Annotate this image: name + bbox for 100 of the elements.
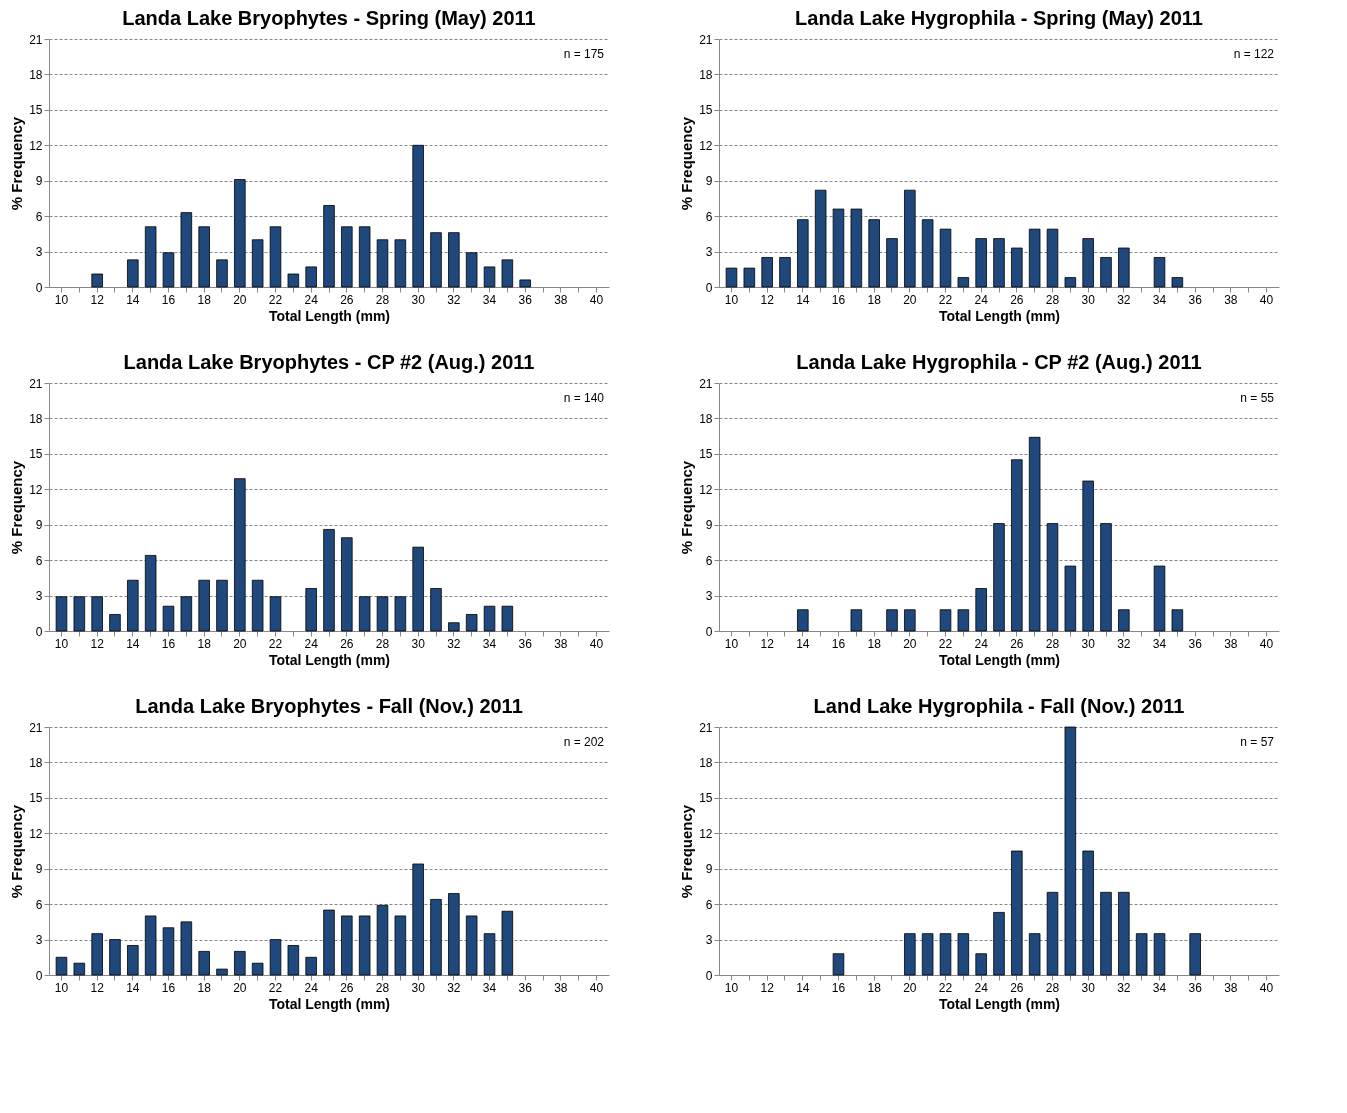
x-tick-label: 12 xyxy=(760,980,775,995)
y-tick-label: 3 xyxy=(35,245,43,260)
annotation: n = 122 xyxy=(1233,47,1275,61)
chart-title: Landa Lake Hygrophila - Spring (May) 2011 xyxy=(795,7,1203,29)
bar xyxy=(904,933,916,976)
x-tick-label: 28 xyxy=(1045,292,1060,307)
bar xyxy=(1118,247,1130,288)
y-tick-label: 18 xyxy=(29,67,43,82)
bar xyxy=(1046,228,1059,288)
bar xyxy=(287,945,300,976)
x-tick-label: 40 xyxy=(1259,980,1274,995)
y-tick-label: 0 xyxy=(705,968,713,983)
bar xyxy=(269,939,282,976)
x-tick-label: 32 xyxy=(447,292,461,307)
bar xyxy=(1028,228,1041,288)
bar xyxy=(1171,277,1184,288)
x-tick-label: 20 xyxy=(233,980,247,995)
x-axis-title: Total Length (mm) xyxy=(268,651,391,668)
x-tick-label: 38 xyxy=(554,636,568,651)
bar xyxy=(501,605,514,632)
y-tick-label: 6 xyxy=(35,209,43,224)
x-tick-label: 30 xyxy=(1081,292,1096,307)
bar xyxy=(868,219,880,288)
annotation: n = 57 xyxy=(1240,735,1275,749)
bar xyxy=(91,933,103,976)
bar xyxy=(761,257,773,288)
x-tick-label: 26 xyxy=(1010,980,1024,995)
x-tick-label: 34 xyxy=(482,980,497,995)
x-tick-label: 40 xyxy=(589,980,604,995)
y-tick-label: 3 xyxy=(35,933,43,948)
annotation: n = 55 xyxy=(1240,391,1275,405)
bar xyxy=(234,478,246,632)
bar xyxy=(73,596,86,632)
bar xyxy=(109,614,121,632)
annotation: n = 175 xyxy=(563,47,605,61)
y-tick-label: 0 xyxy=(35,968,43,983)
x-tick-label: 38 xyxy=(1224,980,1238,995)
x-tick-label: 14 xyxy=(126,636,140,651)
x-tick-label: 20 xyxy=(903,636,917,651)
bar xyxy=(287,273,300,288)
bar xyxy=(993,912,1005,976)
bar xyxy=(1028,436,1041,632)
bar xyxy=(886,238,898,288)
x-tick-label: 28 xyxy=(375,292,390,307)
bar xyxy=(1135,933,1148,976)
x-tick-label: 26 xyxy=(340,980,354,995)
bar xyxy=(1082,480,1094,632)
bar xyxy=(814,189,827,288)
y-tick-label: 12 xyxy=(29,826,43,841)
bar xyxy=(216,968,228,976)
x-tick-label: 30 xyxy=(1081,636,1096,651)
bar xyxy=(1028,933,1041,976)
y-tick-label: 21 xyxy=(699,720,713,735)
y-tick-label: 18 xyxy=(699,755,713,770)
x-tick-label: 30 xyxy=(411,292,426,307)
x-tick-label: 34 xyxy=(482,292,497,307)
x-tick-label: 40 xyxy=(1259,636,1274,651)
x-tick-label: 14 xyxy=(796,980,810,995)
bar xyxy=(234,179,246,288)
bar xyxy=(251,579,264,632)
y-tick-label: 15 xyxy=(699,103,713,118)
x-tick-label: 34 xyxy=(1152,292,1167,307)
x-tick-label: 18 xyxy=(197,636,212,651)
bar xyxy=(394,596,407,632)
bar xyxy=(55,956,68,976)
bar xyxy=(743,267,756,288)
bar xyxy=(376,596,389,632)
bar xyxy=(323,909,335,976)
y-tick-label: 15 xyxy=(699,447,713,462)
x-tick-label: 26 xyxy=(340,292,354,307)
bar xyxy=(144,555,157,632)
bar xyxy=(269,596,282,632)
x-tick-label: 18 xyxy=(867,980,882,995)
y-axis-title: % Frequency xyxy=(8,116,26,211)
x-tick-label: 24 xyxy=(304,980,319,995)
bar xyxy=(1153,933,1166,976)
y-axis-title: % Frequency xyxy=(8,460,26,555)
bar xyxy=(341,915,353,976)
bar xyxy=(1118,891,1130,976)
x-tick-label: 28 xyxy=(375,980,390,995)
bar xyxy=(430,232,442,288)
y-tick-label: 12 xyxy=(699,482,713,497)
x-tick-label: 22 xyxy=(938,636,953,651)
x-tick-label: 36 xyxy=(1188,636,1203,651)
bar xyxy=(1064,277,1077,288)
x-tick-label: 36 xyxy=(518,292,533,307)
x-tick-label: 22 xyxy=(268,292,283,307)
bar xyxy=(144,915,157,976)
x-tick-label: 20 xyxy=(903,980,917,995)
x-tick-label: 16 xyxy=(831,292,846,307)
y-tick-label: 9 xyxy=(35,174,43,189)
x-tick-label: 12 xyxy=(90,980,105,995)
bar xyxy=(1011,459,1023,632)
x-tick-label: 14 xyxy=(796,636,810,651)
y-tick-label: 15 xyxy=(29,791,43,806)
bar xyxy=(975,953,987,976)
bar xyxy=(957,277,970,288)
bar xyxy=(483,266,496,288)
bar xyxy=(725,267,738,288)
bar xyxy=(127,945,139,976)
